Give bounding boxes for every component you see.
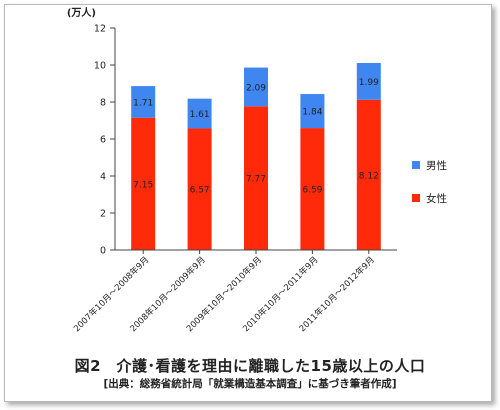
bar-segment-male bbox=[300, 94, 325, 129]
figure-title: 図2 介護･看護を理由に離職した15歳以上の人口 bbox=[74, 357, 426, 375]
y-tick-label: 8 bbox=[100, 98, 106, 109]
y-tick-label: 12 bbox=[94, 24, 106, 35]
data-label: 7.77 bbox=[246, 175, 266, 185]
bar-segment-female bbox=[356, 99, 381, 250]
bars: 7.15 1.71 6.57 1.61 7.77 2.09 6.59 1.84 8.12 1.99 bbox=[131, 62, 381, 250]
data-label: 7.15 bbox=[133, 180, 153, 190]
bar-segment-female bbox=[187, 128, 212, 250]
bar-segment-female bbox=[131, 117, 156, 250]
bar-segment-male bbox=[131, 86, 156, 118]
bar-segment-male bbox=[187, 98, 212, 129]
y-tick-label: 4 bbox=[100, 172, 106, 183]
x-axis: 2007年10月～2008年9月2008年10月～2009年9月2009年10月… bbox=[71, 249, 397, 334]
data-label: 1.61 bbox=[190, 110, 210, 120]
data-label: 8.12 bbox=[359, 171, 379, 181]
y-tick-label: 10 bbox=[94, 61, 106, 72]
legend-label-male: 男性 bbox=[426, 159, 447, 172]
y-axis-unit-label: (万人) bbox=[67, 6, 96, 19]
y-tick-label: 2 bbox=[100, 209, 106, 220]
y-axis: 0 2 4 6 8 10 12 bbox=[94, 24, 116, 257]
bar-segment-female bbox=[300, 128, 325, 250]
stacked-bar-chart: (万人) 0 2 4 6 8 10 12 7.15 1.71 6.57 1.61 7.77 2.09 6… bbox=[67, 6, 447, 334]
y-tick-label: 6 bbox=[100, 135, 106, 146]
legend-swatch-female bbox=[412, 194, 420, 202]
data-label: 6.59 bbox=[302, 186, 322, 196]
legend-label-female: 女性 bbox=[426, 192, 447, 205]
legend-swatch-male bbox=[412, 161, 420, 169]
data-label: 1.84 bbox=[302, 108, 322, 118]
data-label: 1.99 bbox=[359, 78, 379, 88]
bar-segment-male bbox=[356, 62, 381, 100]
figure-source: [出典：総務省統計局「就業構造基本調査」に基づき筆者作成] bbox=[103, 378, 397, 390]
data-label: 6.57 bbox=[190, 186, 210, 196]
y-tick-label: 0 bbox=[100, 246, 106, 257]
data-label: 1.71 bbox=[133, 98, 153, 108]
bar-segment-male bbox=[244, 67, 268, 107]
data-label: 2.09 bbox=[246, 83, 266, 93]
bar-segment-female bbox=[244, 106, 268, 250]
